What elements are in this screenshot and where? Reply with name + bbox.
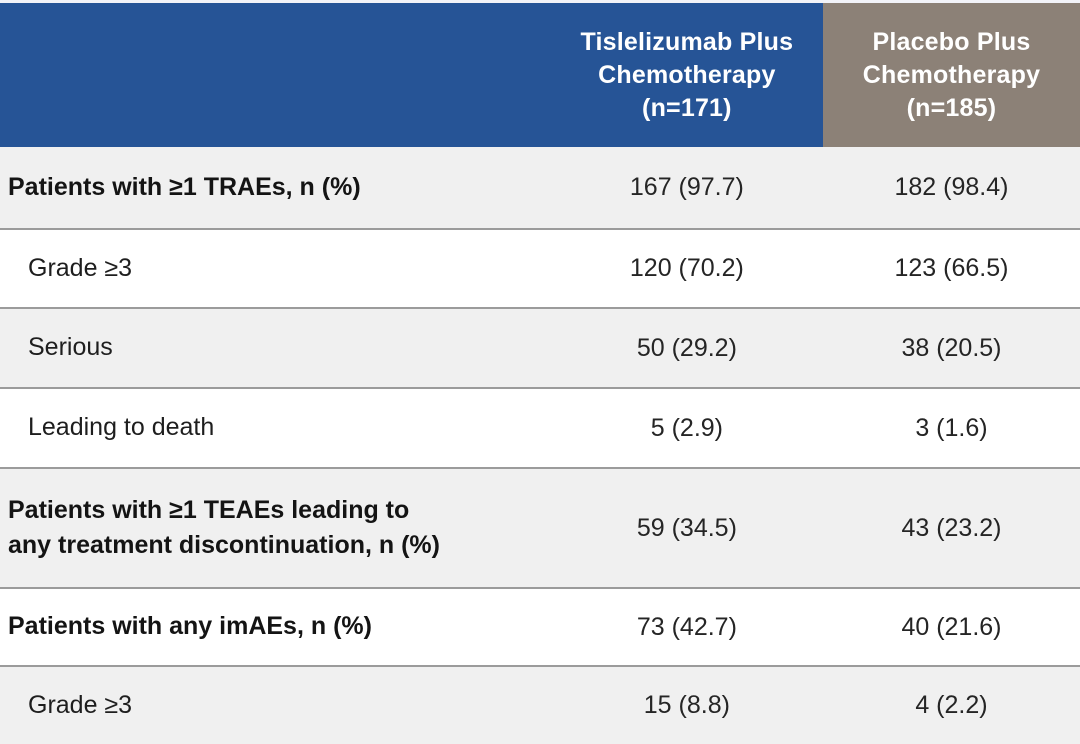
- tislelizumab-value: 15 (8.8): [643, 691, 730, 719]
- table-header-row: Tislelizumab Plus Chemotherapy (n=171) P…: [0, 3, 1080, 147]
- table-row-imaes: Patients with any imAEs, n (%) 73 (42.7)…: [0, 587, 1080, 665]
- row-label: Grade ≥3: [28, 253, 133, 282]
- top-edge-strip: [0, 0, 1080, 3]
- row-label: Leading to death: [28, 413, 215, 442]
- header-tislelizumab-arm: Tislelizumab Plus Chemotherapy (n=171): [550, 3, 823, 147]
- tislelizumab-value: 73 (42.7): [636, 612, 737, 641]
- placebo-value: 40 (21.6): [901, 612, 1002, 641]
- row-label: Patients with any imAEs, n (%): [8, 612, 372, 641]
- placebo-value: 182 (98.4): [894, 173, 1009, 201]
- row-label: Patients with ≥1 TRAEs, n (%): [8, 172, 361, 201]
- placebo-value: 4 (2.2): [915, 691, 988, 719]
- row-label: Grade ≥3: [28, 690, 133, 719]
- table-row-traes: Patients with ≥1 TRAEs, n (%) 167 (97.7)…: [0, 147, 1080, 228]
- placebo-value: 43 (23.2): [901, 513, 1002, 542]
- tislelizumab-value: 50 (29.2): [636, 333, 737, 362]
- row-label: Patients with ≥1 TEAEs leading to any tr…: [8, 495, 440, 560]
- table-row-teaes-discontinuation: Patients with ≥1 TEAEs leading to any tr…: [0, 467, 1080, 587]
- tislelizumab-value: 59 (34.5): [636, 513, 737, 542]
- table-row-traes-grade3: Grade ≥3 120 (70.2) 123 (66.5): [0, 228, 1080, 307]
- row-label: Serious: [28, 333, 113, 362]
- table-row-traes-death: Leading to death 5 (2.9) 3 (1.6): [0, 387, 1080, 467]
- header-placebo-arm: Placebo Plus Chemotherapy (n=185): [822, 3, 1080, 147]
- tislelizumab-value: 120 (70.2): [629, 254, 744, 282]
- placebo-value: 123 (66.5): [894, 254, 1009, 282]
- tislelizumab-value: 167 (97.7): [629, 173, 744, 201]
- header-empty-cell: [0, 3, 551, 147]
- placebo-value: 38 (20.5): [901, 333, 1002, 362]
- table-row-traes-serious: Serious 50 (29.2) 38 (20.5): [0, 307, 1080, 387]
- table-row-imaes-grade3: Grade ≥3 15 (8.8) 4 (2.2): [0, 665, 1080, 744]
- tislelizumab-value: 5 (2.9): [650, 413, 723, 442]
- placebo-value: 3 (1.6): [915, 413, 988, 442]
